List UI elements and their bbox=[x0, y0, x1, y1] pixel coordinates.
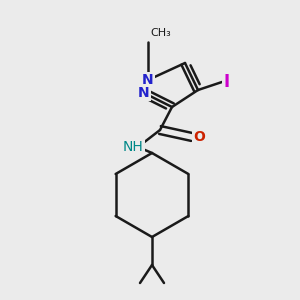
Text: I: I bbox=[224, 73, 230, 91]
Text: N: N bbox=[138, 86, 150, 100]
Text: O: O bbox=[193, 130, 205, 144]
Text: N: N bbox=[142, 73, 154, 87]
Text: CH₃: CH₃ bbox=[150, 28, 171, 38]
Text: NH: NH bbox=[123, 140, 143, 154]
